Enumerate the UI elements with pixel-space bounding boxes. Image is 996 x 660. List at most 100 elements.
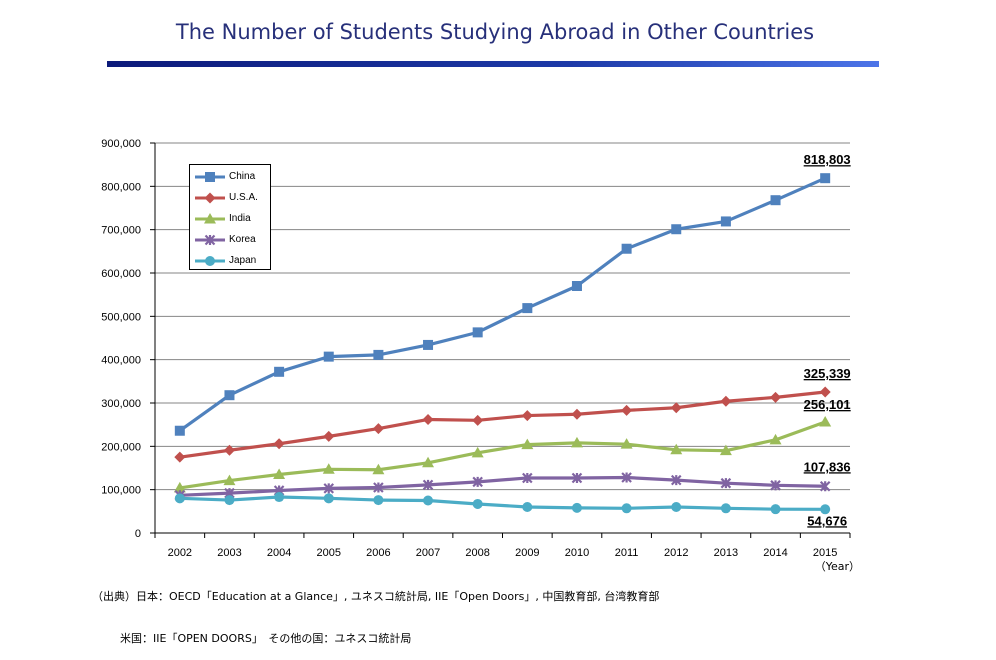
data-point-india <box>422 456 435 468</box>
data-point-india <box>173 481 186 493</box>
source-line-2: 米国：IIE「OPEN DOORS」 その他の国：ユネスコ統計局 <box>120 632 412 645</box>
y-tick-label: 500,000 <box>101 311 141 323</box>
x-tick-label: 2005 <box>317 547 341 559</box>
legend-swatch <box>195 172 225 182</box>
data-point-usa <box>521 410 533 422</box>
legend-item: Korea <box>194 233 256 247</box>
y-tick-label: 400,000 <box>101 355 141 367</box>
value-label: 54,676 <box>807 513 847 528</box>
chart-title: The Number of Students Studying Abroad i… <box>175 20 815 44</box>
x-tick-label: 2012 <box>664 547 688 559</box>
data-point-japan <box>671 502 682 512</box>
x-tick-label: 2007 <box>416 547 440 559</box>
data-point-japan <box>522 502 533 512</box>
data-point-china <box>820 173 831 184</box>
source-note: （出典）日本：OECD「Education at a Glance」, ユネスコ… <box>92 562 659 660</box>
data-point-usa <box>174 451 186 463</box>
data-point-usa <box>670 402 682 414</box>
data-point-china <box>621 243 632 254</box>
data-point-china <box>671 224 682 235</box>
data-point-japan <box>720 503 731 514</box>
legend-item: U.S.A. <box>194 191 258 205</box>
y-tick-label: 900,000 <box>101 138 141 150</box>
data-point-japan <box>323 493 334 504</box>
data-point-korea <box>422 479 434 491</box>
data-point-india <box>372 463 385 475</box>
data-point-india <box>620 438 633 449</box>
x-tick-label: 2010 <box>565 547 589 559</box>
x-tick-label: 2006 <box>366 547 390 559</box>
legend-marker <box>204 192 216 204</box>
data-point-china <box>571 281 582 291</box>
x-tick-label: 2002 <box>168 547 192 559</box>
x-tick-label: 2014 <box>763 547 787 559</box>
data-point-japan <box>174 493 185 504</box>
value-label: 818,803 <box>804 152 851 167</box>
legend-marker <box>205 172 215 182</box>
data-point-usa <box>273 438 285 450</box>
series-line-korea <box>179 475 826 497</box>
value-label: 325,339 <box>804 366 851 381</box>
data-point-china <box>770 195 781 206</box>
legend-marker <box>204 234 216 246</box>
data-point-japan <box>472 498 483 509</box>
line-chart: 0 100,000 200,000 300,000 400,000 500,000 600,… <box>101 138 860 573</box>
legend-item: Japan <box>194 254 256 268</box>
legend-marker <box>205 256 215 266</box>
legend-label: Japan <box>229 255 257 266</box>
legend-swatch <box>195 213 225 224</box>
data-point-usa <box>720 395 732 407</box>
data-point-japan <box>820 504 831 515</box>
legend-swatch <box>195 234 225 246</box>
data-point-india <box>471 446 484 458</box>
data-point-korea <box>621 472 632 483</box>
data-point-usa <box>770 391 782 403</box>
y-tick-label: 700,000 <box>101 225 141 237</box>
y-tick-label: 800,000 <box>101 181 141 193</box>
data-point-usa <box>323 430 335 442</box>
data-point-india <box>719 444 732 456</box>
data-point-korea <box>770 480 781 491</box>
data-point-usa <box>372 423 384 435</box>
legend-swatch <box>195 192 225 204</box>
data-point-korea <box>720 477 732 489</box>
data-point-india <box>273 468 286 479</box>
data-point-korea <box>819 480 831 492</box>
data-point-china <box>472 327 483 338</box>
data-point-korea <box>670 474 682 486</box>
data-point-usa <box>422 413 434 425</box>
data-point-japan <box>423 495 434 506</box>
legend: China U.S.A. India Korea Japan <box>189 164 271 270</box>
x-tick-label: 2003 <box>217 547 241 559</box>
series-line-india <box>179 420 826 490</box>
series-line-china <box>178 176 826 433</box>
data-point-japan <box>224 495 235 506</box>
y-tick-label: 100,000 <box>101 485 141 497</box>
legend-label: Korea <box>229 234 256 245</box>
data-point-india <box>769 433 782 445</box>
x-tick-label: 2009 <box>515 547 539 559</box>
data-point-japan <box>621 503 632 514</box>
legend-label: China <box>229 171 256 182</box>
data-point-usa <box>472 414 484 426</box>
legend-label: India <box>229 213 251 224</box>
data-point-india <box>670 443 683 455</box>
source-line-1: （出典）日本：OECD「Education at a Glance」, ユネスコ… <box>92 590 660 603</box>
data-point-japan <box>373 495 384 506</box>
data-point-china <box>720 216 731 227</box>
data-point-india <box>570 436 583 448</box>
data-point-china <box>423 339 434 350</box>
legend-swatch <box>195 256 225 266</box>
series-line-usa <box>179 390 826 459</box>
legend-marker <box>204 213 216 224</box>
data-point-india <box>521 438 534 450</box>
data-point-india <box>322 463 335 474</box>
legend-item: China <box>194 170 255 184</box>
x-axis-label: （Year） <box>815 560 860 573</box>
data-point-japan <box>274 492 285 503</box>
y-tick-label: 300,000 <box>101 398 141 410</box>
data-point-korea <box>472 476 483 488</box>
x-tick-label: 2008 <box>465 547 489 559</box>
data-point-korea <box>522 472 533 484</box>
data-point-china <box>373 349 384 360</box>
